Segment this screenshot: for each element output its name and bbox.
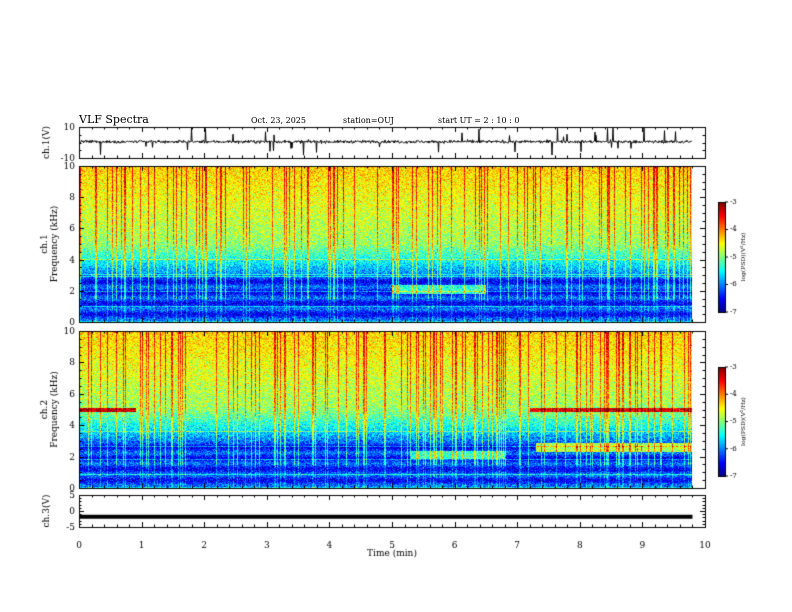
station-label: station=OUJ [343,116,394,125]
start-time-label: start UT = 2 : 10 : 0 [438,116,520,125]
date-label: Oct. 23, 2025 [251,116,306,125]
figure-title: VLF Spectra [79,113,149,126]
